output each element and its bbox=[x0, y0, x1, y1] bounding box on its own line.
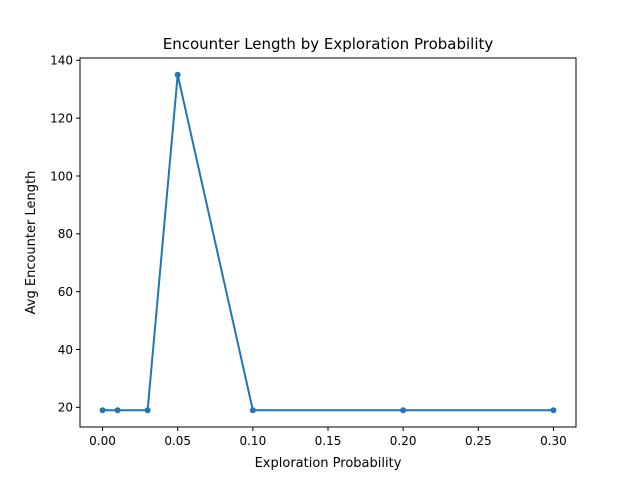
chart-title: Encounter Length by Exploration Probabil… bbox=[163, 35, 494, 53]
y-tick-label: 80 bbox=[58, 227, 73, 241]
x-tick-label: 0.15 bbox=[315, 434, 342, 448]
data-point bbox=[144, 407, 151, 414]
y-axis-ticks: 20 40 60 80 100 120 140 bbox=[50, 54, 80, 415]
y-tick-label: 60 bbox=[58, 285, 73, 299]
y-tick-label: 40 bbox=[58, 343, 73, 357]
data-point bbox=[174, 71, 181, 78]
y-tick-label: 120 bbox=[50, 111, 73, 125]
data-point bbox=[550, 407, 557, 414]
x-tick-label: 0.20 bbox=[390, 434, 417, 448]
data-point bbox=[249, 407, 256, 414]
x-axis-label: Exploration Probability bbox=[255, 456, 402, 471]
x-tick-label: 0.30 bbox=[540, 434, 567, 448]
x-axis-ticks: 0.00 0.05 0.10 0.15 0.20 0.25 0.30 bbox=[89, 427, 567, 448]
data-point bbox=[400, 407, 407, 414]
x-tick-label: 0.10 bbox=[239, 434, 266, 448]
x-tick-label: 0.05 bbox=[164, 434, 191, 448]
y-tick-label: 140 bbox=[50, 54, 73, 68]
data-point bbox=[114, 407, 121, 414]
y-axis-label: Avg Encounter Length bbox=[24, 171, 39, 315]
plot-area bbox=[99, 71, 557, 414]
x-tick-label: 0.25 bbox=[465, 434, 492, 448]
y-tick-label: 20 bbox=[58, 401, 73, 415]
x-tick-label: 0.00 bbox=[89, 434, 116, 448]
y-tick-label: 100 bbox=[50, 169, 73, 183]
data-point bbox=[99, 407, 106, 414]
